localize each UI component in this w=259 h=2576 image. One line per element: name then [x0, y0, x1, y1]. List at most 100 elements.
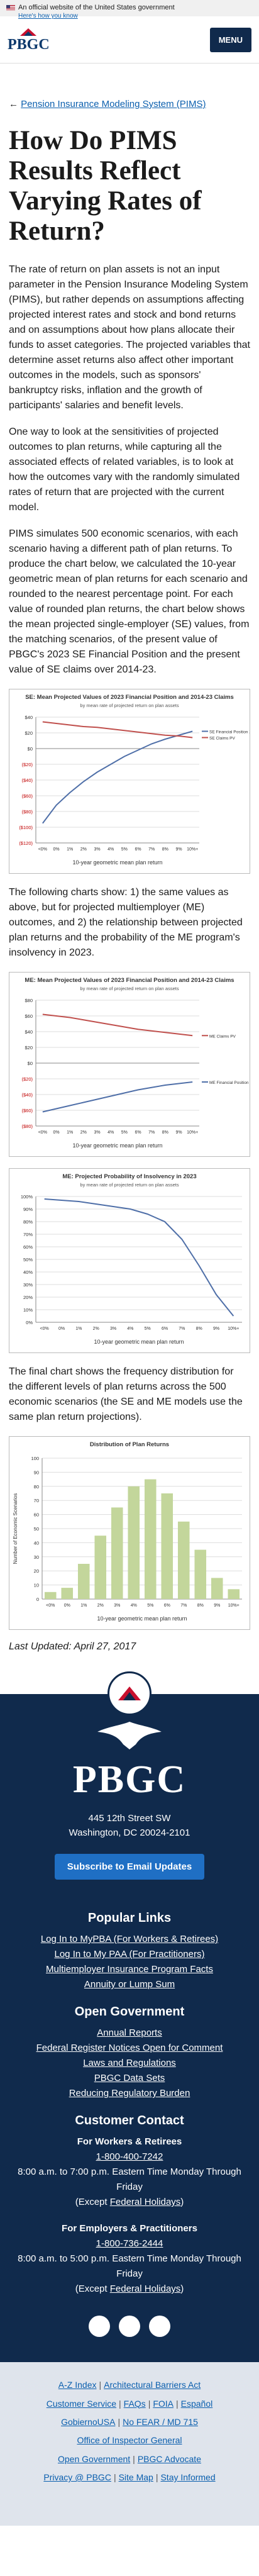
bottom-link[interactable]: Office of Inspector General [77, 2435, 182, 2446]
chart-box: Distribution of Plan Returns 0 10 20 30 40 50 6… [9, 1436, 250, 1630]
footer-link[interactable]: Annuity or Lump Sum [84, 1979, 175, 1990]
bottom-link[interactable]: A-Z Index [58, 2380, 97, 2390]
x-tick-label: 3% [110, 1327, 116, 1331]
bottom-link[interactable]: FOIA [153, 2398, 174, 2409]
x-tick-label: 3% [94, 847, 100, 852]
legend-label: SE Claims PV [209, 736, 235, 740]
phone-link[interactable]: 1-800-400-7242 [96, 2151, 163, 2163]
x-tick-label: 9% [175, 847, 182, 852]
section-heading: Open Government [74, 2005, 185, 2019]
y-tick-label: $60 [25, 1013, 33, 1019]
bar [144, 1479, 157, 1599]
y-tick-label: ($20) [21, 762, 33, 767]
y-tick-label: 80 [34, 1483, 39, 1489]
footer-link[interactable]: Reducing Regulatory Burden [69, 2088, 190, 2099]
subscribe-button[interactable]: Subscribe to Email Updates [54, 1854, 205, 1880]
y-tick-label: ($120) [19, 840, 33, 846]
holidays: (Except Federal Holidays) [10, 2282, 249, 2297]
bottom-link[interactable]: Español [180, 2398, 213, 2409]
x-tick-label: 7% [148, 1130, 155, 1135]
x-axis-label: 10-year geometric mean plan return [97, 1615, 187, 1622]
chart: ME: Mean Projected Values of 2023 Financ… [21, 977, 250, 1149]
bottom-link[interactable]: FAQs [123, 2398, 146, 2409]
hours: 8:00 a.m. to 7:00 p.m. Eastern Time Mond… [18, 2166, 241, 2193]
y-tick-label: 30% [23, 1282, 33, 1288]
banner-link[interactable]: Here's how you know [18, 13, 78, 20]
x-tick-label: 10%+ [187, 847, 198, 852]
bottom-link[interactable]: Stay Informed [160, 2472, 216, 2483]
bottom-link[interactable]: Site Map [118, 2472, 153, 2483]
separator: | [155, 2472, 158, 2483]
y-tick-label: ($60) [21, 1108, 33, 1113]
footer-link[interactable]: Annual Reports [97, 2027, 162, 2039]
x-tick-label: 10%+ [187, 1130, 198, 1135]
holidays: (Except Federal Holidays) [10, 2195, 249, 2210]
y-tick-label: 10 [34, 1582, 39, 1588]
bottom-link[interactable]: Open Government [58, 2453, 131, 2464]
banner-text: An official website of the United States… [18, 4, 175, 11]
twitter-icon[interactable] [119, 2316, 140, 2338]
x-axis-label: 10-year geometric mean plan return [72, 859, 162, 866]
bottom-link[interactable]: Customer Service [46, 2398, 117, 2409]
x-tick-label: <0% [38, 1130, 47, 1135]
phone-link[interactable]: 1-800-736-2444 [96, 2238, 163, 2250]
y-tick-label: 40% [23, 1269, 33, 1275]
bottom-link[interactable]: GobiernoUSA [61, 2416, 116, 2427]
y-tick-label: $40 [25, 715, 33, 720]
footer-link[interactable]: Multiemployer Insurance Program Facts [46, 1964, 213, 1975]
y-tick-label: 30 [34, 1554, 39, 1559]
main: ← Pension Insurance Modeling System (PIM… [0, 99, 259, 1653]
bottom-link[interactable]: Privacy @ PBGC [43, 2472, 111, 2483]
chart-box: SE: Mean Projected Values of 2023 Financ… [9, 688, 250, 874]
emblem-mark [118, 1686, 141, 1700]
linkedin-icon[interactable] [149, 2316, 170, 2338]
x-tick-label: 4% [107, 1130, 114, 1135]
bottom-link[interactable]: Architectural Barriers Act [104, 2380, 201, 2390]
x-tick-label: 7% [148, 847, 155, 852]
footer-link[interactable]: Log In to My PAA (For Practitioners) [54, 1949, 205, 1960]
flag-icon [6, 4, 15, 11]
x-tick-label: 9% [175, 1130, 182, 1135]
bar [111, 1507, 123, 1599]
holiday-link[interactable]: Federal Holidays [109, 2197, 181, 2208]
hours: 8:00 a.m. to 5:00 p.m. Eastern Time Mond… [18, 2253, 241, 2280]
y-tick-label: 60% [23, 1244, 33, 1250]
logo[interactable]: PBGC [8, 27, 50, 52]
x-tick-label: 0% [53, 1130, 59, 1135]
facebook-icon[interactable] [89, 2316, 110, 2338]
link-row: Office of Inspector General [6, 2431, 253, 2450]
link-row: GobiernoUSA | No FEAR / MD 715 [6, 2413, 253, 2431]
y-tick-label: 0% [26, 1320, 33, 1325]
x-tick-label: <0% [38, 847, 47, 852]
y-tick-label: 60 [34, 1512, 39, 1517]
bar [211, 1578, 223, 1599]
bottom-link[interactable]: PBGC Advocate [137, 2453, 201, 2464]
menu-button[interactable]: MENU [209, 27, 251, 52]
x-axis-label: 10-year geometric mean plan return [72, 1142, 162, 1149]
breadcrumb-link[interactable]: Pension Insurance Modeling System (PIMS) [21, 99, 206, 109]
x-tick-label: 6% [135, 1130, 141, 1135]
x-tick-label: 2% [97, 1603, 104, 1608]
holiday-link[interactable]: Federal Holidays [109, 2283, 181, 2295]
footer-link[interactable]: PBGC Data Sets [94, 2073, 165, 2084]
x-tick-label: 5% [121, 847, 128, 852]
link-row: Open Government | PBGC Advocate [6, 2450, 253, 2468]
chart: ME: Projected Probability of Insolvency … [21, 1173, 242, 1345]
footer-link[interactable]: Log In to MyPBA (For Workers & Retirees) [40, 1934, 219, 1945]
logo-text: PBGC [8, 36, 50, 53]
link-row: A-Z Index | Architectural Barriers Act [6, 2376, 253, 2394]
bar [194, 1549, 207, 1599]
chart: Distribution of Plan Returns 0 10 20 30 40 50 6… [13, 1441, 242, 1622]
bottom-links: A-Z Index | Architectural Barriers Act Cust… [0, 2362, 259, 2526]
series-line [42, 1081, 193, 1113]
x-tick-label: 2% [80, 847, 87, 852]
footer-link[interactable]: Laws and Regulations [83, 2058, 176, 2069]
x-tick-label: 1% [80, 1603, 87, 1608]
footer-link[interactable]: Federal Register Notices Open for Commen… [36, 2043, 223, 2054]
series-line [42, 1013, 193, 1036]
bar [77, 1563, 90, 1599]
y-tick-label: $0 [28, 1061, 33, 1066]
chart-title: Distribution of Plan Returns [90, 1441, 169, 1448]
bottom-link[interactable]: No FEAR / MD 715 [123, 2416, 198, 2427]
